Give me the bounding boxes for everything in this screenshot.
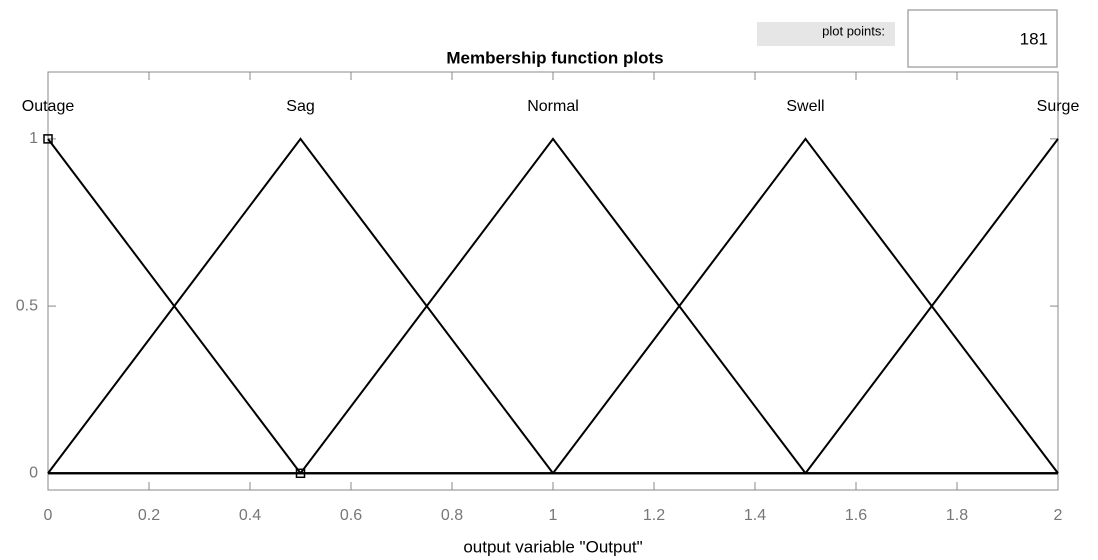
x-axis-label: output variable "Output" — [463, 537, 642, 556]
x-tick-label: 0.8 — [441, 507, 463, 524]
series-label: Outage — [22, 98, 75, 115]
series-label: Swell — [786, 98, 824, 115]
axes-box — [47, 71, 1059, 491]
x-tick-label: 1.2 — [643, 507, 665, 524]
x-tick-label: 1.6 — [845, 507, 867, 524]
membership-line — [47, 137, 1058, 475]
selected-handle — [295, 468, 306, 479]
x-tick-label: 1 — [549, 507, 558, 524]
membership-line — [48, 138, 1059, 475]
x-tick-label: 0.2 — [138, 507, 160, 524]
x-tick-label: 1.4 — [744, 507, 766, 524]
y-tick-label: 0.5 — [16, 297, 38, 314]
membership-line — [48, 137, 1059, 475]
x-tick-label: 1.8 — [946, 507, 968, 524]
x-tick-label: 0.4 — [239, 507, 261, 524]
y-tick-label: 1 — [29, 130, 38, 147]
plot-points-label: plot points: — [822, 23, 885, 38]
membership-line — [48, 137, 1058, 475]
plot-points-input[interactable] — [907, 9, 1058, 68]
y-tick-label: 0 — [29, 464, 38, 481]
series-label: Normal — [527, 98, 579, 115]
plot-points-label-box — [757, 22, 895, 46]
x-tick-label: 0 — [44, 507, 53, 524]
series-label: Surge — [1037, 98, 1080, 115]
selected-handle — [43, 134, 53, 144]
x-tick-label: 0.6 — [340, 507, 362, 524]
membership-line — [47, 138, 1058, 475]
x-tick-label: 2 — [1054, 507, 1063, 524]
chart-title: Membership function plots — [446, 48, 663, 67]
plot-points-value[interactable]: 181 — [1020, 29, 1048, 48]
series-label: Sag — [286, 98, 314, 115]
